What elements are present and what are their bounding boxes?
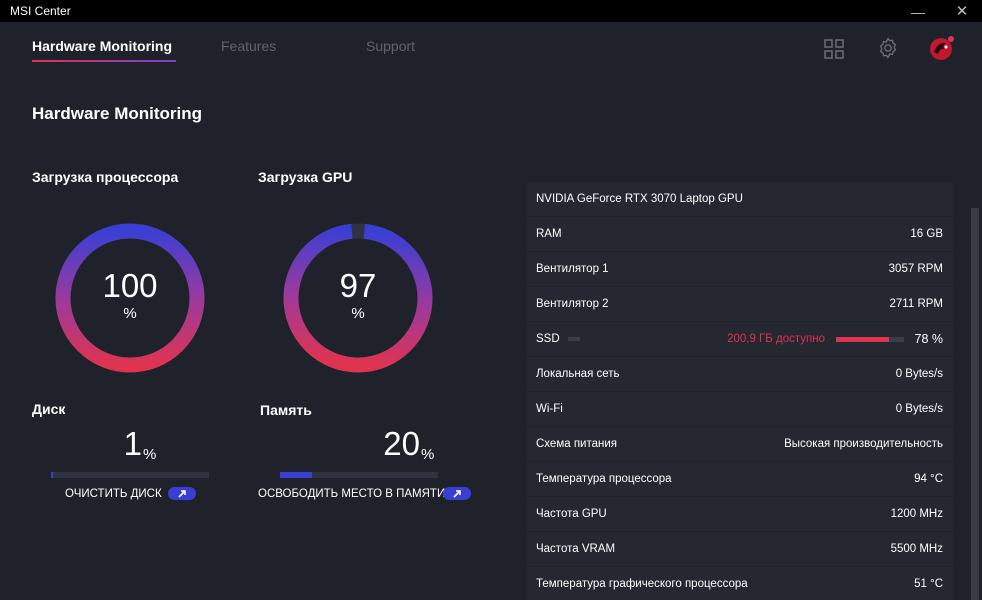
close-button[interactable]: ✕ bbox=[955, 3, 969, 20]
gpu-temp-value: 51 °C bbox=[914, 578, 943, 590]
disk-value: 1 bbox=[123, 425, 142, 462]
disk-usage-bar bbox=[51, 472, 209, 478]
ssd-row: SSD 200,9 ГБ доступно 78 % bbox=[527, 322, 953, 356]
wifi-value: 0 Bytes/s bbox=[895, 403, 943, 415]
scrollbar[interactable] bbox=[971, 208, 979, 600]
cpu-load-label: Загрузка процессора bbox=[32, 169, 179, 185]
app-title: MSI Center bbox=[10, 4, 71, 18]
page-title: Hardware Monitoring bbox=[32, 104, 203, 123]
disk-label: Диск bbox=[32, 401, 66, 417]
ram-label: RAM bbox=[536, 228, 562, 240]
cpu-temp-row: Температура процессора 94 °C bbox=[527, 462, 953, 496]
minimize-button[interactable]: — bbox=[911, 4, 925, 20]
arrow-up-icon bbox=[178, 490, 186, 498]
clean-disk-button[interactable] bbox=[168, 487, 196, 500]
gpu-name-row: NVIDIA GeForce RTX 3070 Laptop GPU bbox=[527, 182, 953, 216]
grid-icon[interactable] bbox=[824, 39, 844, 64]
tab-support[interactable]: Support bbox=[366, 38, 416, 54]
ssd-free-space: 200,9 ГБ доступно bbox=[727, 333, 825, 345]
cpu-load-gauge: 100 % bbox=[55, 223, 205, 373]
title-bar: MSI Center — ✕ bbox=[0, 0, 982, 22]
gpu-load-value: 97 bbox=[339, 267, 377, 304]
ssd-usage-value: 78 % bbox=[914, 332, 944, 346]
memory-usage-bar bbox=[280, 472, 438, 478]
free-memory-button[interactable] bbox=[443, 487, 471, 500]
gpu-load-unit: % bbox=[351, 305, 365, 322]
power-plan-label: Схема питания bbox=[536, 438, 618, 450]
lan-row: Локальная сеть 0 Bytes/s bbox=[527, 357, 953, 391]
cpu-load-value: 100 bbox=[102, 267, 158, 304]
ssd-mini-bar bbox=[568, 337, 580, 341]
cpu-temp-value: 94 °C bbox=[914, 473, 943, 485]
power-plan-row: Схема питания Высокая производительность bbox=[527, 427, 953, 461]
memory-usage-fill bbox=[280, 472, 312, 478]
disk-unit: % bbox=[143, 446, 157, 463]
memory-unit: % bbox=[421, 446, 435, 463]
dragon-avatar-icon[interactable] bbox=[928, 34, 956, 67]
disk-usage-fill bbox=[51, 472, 53, 478]
arrow-up-icon bbox=[453, 490, 461, 498]
active-tab-indicator bbox=[32, 60, 176, 62]
ssd-usage-bar bbox=[836, 337, 904, 342]
gpu-temp-row: Температура графического процессора 51 °… bbox=[527, 567, 953, 600]
fan2-label: Вентилятор 2 bbox=[536, 298, 609, 310]
cpu-temp-label: Температура процессора bbox=[536, 473, 672, 485]
lan-value: 0 Bytes/s bbox=[895, 368, 943, 380]
gpu-clock-label: Частота GPU bbox=[536, 508, 607, 520]
cpu-load-arc bbox=[55, 223, 205, 373]
wifi-label: Wi-Fi bbox=[536, 403, 563, 415]
clean-disk-label[interactable]: ОЧИСТИТЬ ДИСК bbox=[65, 488, 162, 500]
gpu-temp-label: Температура графического процессора bbox=[536, 578, 748, 590]
ssd-label: SSD bbox=[536, 333, 560, 345]
ssd-usage-fill bbox=[836, 337, 890, 342]
ram-value: 16 GB bbox=[910, 228, 943, 240]
vram-clock-label: Частота VRAM bbox=[536, 543, 616, 555]
power-plan-value: Высокая производительность bbox=[784, 438, 943, 450]
memory-value: 20 bbox=[383, 425, 420, 462]
fan2-row: Вентилятор 2 2711 RPM bbox=[527, 287, 953, 321]
cpu-load-unit: % bbox=[123, 305, 137, 322]
fan1-value: 3057 RPM bbox=[888, 263, 943, 275]
vram-clock-row: Частота VRAM 5500 MHz bbox=[527, 532, 953, 566]
gpu-clock-row: Частота GPU 1200 MHz bbox=[527, 497, 953, 531]
system-info-panel: NVIDIA GeForce RTX 3070 Laptop GPU RAM 1… bbox=[527, 182, 953, 600]
vram-clock-value: 5500 MHz bbox=[890, 543, 943, 555]
ram-row: RAM 16 GB bbox=[527, 217, 953, 251]
gear-icon[interactable] bbox=[877, 37, 899, 64]
fan2-value: 2711 RPM bbox=[889, 298, 943, 310]
gpu-clock-value: 1200 MHz bbox=[890, 508, 943, 520]
tab-hardware-monitoring[interactable]: Hardware Monitoring bbox=[32, 38, 173, 54]
tab-features[interactable]: Features bbox=[221, 38, 277, 54]
memory-label: Память bbox=[260, 402, 312, 418]
lan-label: Локальная сеть bbox=[536, 368, 620, 380]
gpu-name: NVIDIA GeForce RTX 3070 Laptop GPU bbox=[536, 193, 743, 205]
gpu-load-gauge: 97 % bbox=[283, 223, 433, 373]
free-memory-label[interactable]: ОСВОБОДИТЬ МЕСТО В ПАМЯТИ bbox=[258, 488, 446, 500]
gpu-load-label: Загрузка GPU bbox=[258, 169, 353, 185]
fan1-row: Вентилятор 1 3057 RPM bbox=[527, 252, 953, 286]
fan1-label: Вентилятор 1 bbox=[536, 263, 609, 275]
wifi-row: Wi-Fi 0 Bytes/s bbox=[527, 392, 953, 426]
gpu-load-arc bbox=[283, 223, 433, 373]
